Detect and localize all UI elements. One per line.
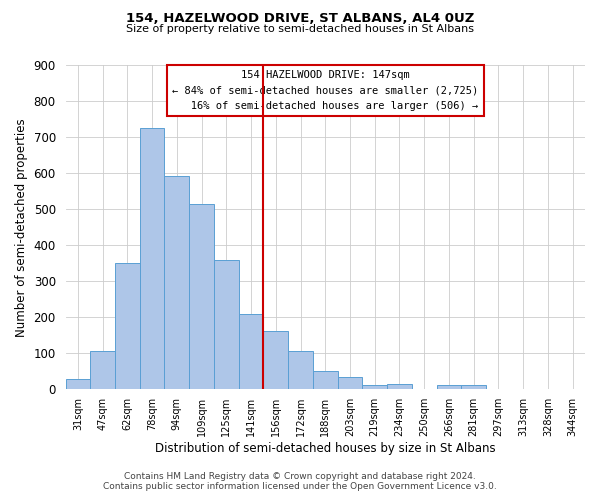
Bar [164, 176, 189, 390]
Bar [140, 128, 164, 390]
Bar [387, 384, 412, 390]
Text: 154 HAZELWOOD DRIVE: 147sqm
← 84% of semi-detached houses are smaller (2,725)
  : 154 HAZELWOOD DRIVE: 147sqm ← 84% of sem… [172, 70, 478, 111]
Bar [338, 377, 362, 390]
Bar [90, 351, 115, 390]
Text: Contains HM Land Registry data © Crown copyright and database right 2024.: Contains HM Land Registry data © Crown c… [124, 472, 476, 481]
Bar [263, 330, 288, 390]
Bar [239, 314, 263, 390]
Bar [461, 385, 486, 390]
Bar [313, 370, 338, 390]
Text: Size of property relative to semi-detached houses in St Albans: Size of property relative to semi-detach… [126, 24, 474, 34]
Bar [288, 351, 313, 390]
Y-axis label: Number of semi-detached properties: Number of semi-detached properties [15, 118, 28, 336]
Bar [115, 264, 140, 390]
Text: Contains public sector information licensed under the Open Government Licence v3: Contains public sector information licen… [103, 482, 497, 491]
Text: 154, HAZELWOOD DRIVE, ST ALBANS, AL4 0UZ: 154, HAZELWOOD DRIVE, ST ALBANS, AL4 0UZ [126, 12, 474, 26]
X-axis label: Distribution of semi-detached houses by size in St Albans: Distribution of semi-detached houses by … [155, 442, 496, 455]
Bar [65, 378, 90, 390]
Bar [437, 385, 461, 390]
Bar [189, 204, 214, 390]
Bar [362, 385, 387, 390]
Bar [214, 260, 239, 390]
